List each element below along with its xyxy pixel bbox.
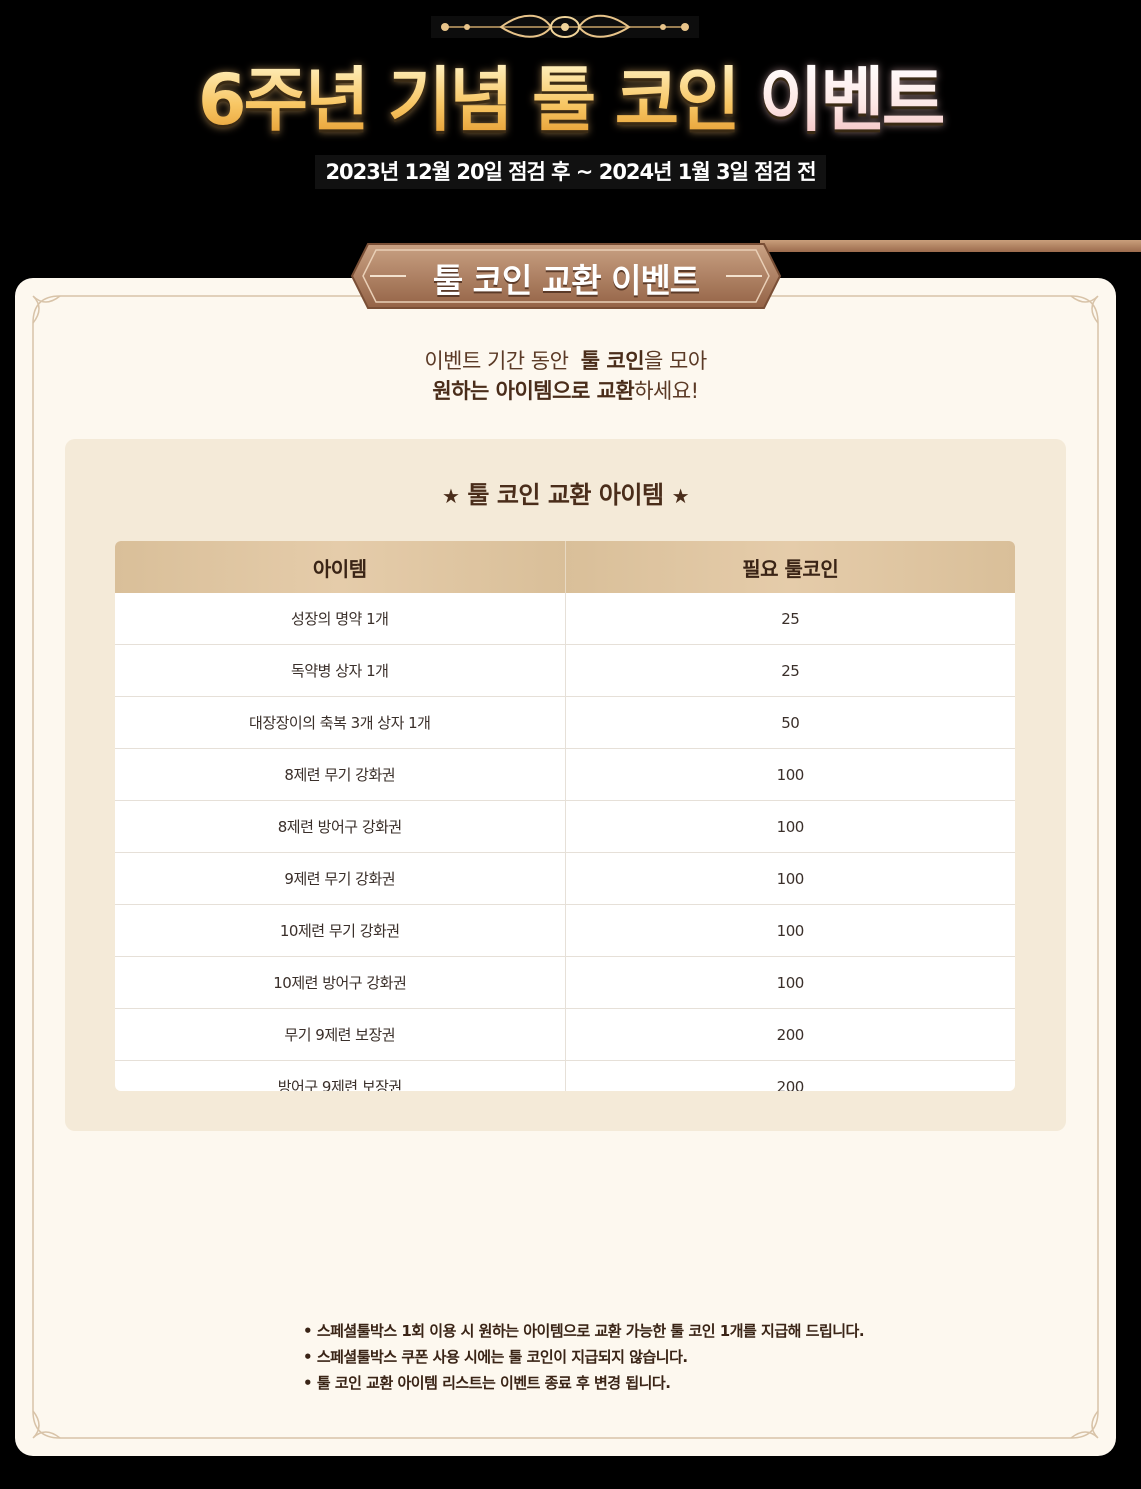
item-cell: 성장의 명약 1개 — [115, 593, 566, 645]
cost-cell: 100 — [565, 904, 1015, 957]
cost-cell: 25 — [565, 644, 1015, 697]
notice-item: 스페셜툴박스 1회 이용 시 원하는 아이템으로 교환 가능한 툴 코인 1개를… — [303, 1318, 865, 1344]
item-cell: 독약병 상자 1개 — [115, 644, 566, 697]
section-badge: 툴 코인 교환 이벤트 — [348, 240, 784, 312]
item-cell: 10제련 방어구 강화권 — [115, 956, 566, 1009]
notice-item: 스페셜툴박스 쿠폰 사용 시에는 툴 코인이 지급되지 않습니다. — [303, 1344, 864, 1370]
card-frame-decoration — [32, 295, 1099, 1439]
table-row: 대장장이의 축복 3개 상자 1개 50 — [115, 696, 1015, 749]
section-badge-label: 툴 코인 교환 이벤트 — [432, 261, 700, 300]
intro-text: 이벤트 기간 동안 툴 코인을 모아 원하는 아이템으로 교환하세요! — [15, 346, 1116, 406]
star-icon: ★ — [671, 484, 690, 508]
table-row: 8제련 무기 강화권 100 — [115, 748, 1015, 801]
event-period: 2023년 12월 20일 점검 후 ~ 2024년 1월 3일 점검 전 — [0, 155, 1141, 189]
event-period-text: 2023년 12월 20일 점검 후 ~ 2024년 1월 3일 점검 전 — [315, 155, 826, 189]
table-row: 8제련 방어구 강화권 100 — [115, 800, 1015, 853]
cost-cell: 25 — [781, 609, 800, 628]
item-cell: 9제련 무기 강화권 — [115, 852, 566, 905]
star-icon: ★ — [441, 484, 460, 508]
notice-list: 스페셜툴박스 1회 이용 시 원하는 아이템으로 교환 가능한 툴 코인 1개를… — [303, 1318, 865, 1396]
main-title: 6주년 기념 툴 코인 이벤트 — [0, 58, 1141, 142]
cost-cell: 100 — [565, 956, 1015, 1009]
panel-title-text: 툴 코인 교환 아이템 — [467, 481, 664, 509]
title-ornament — [431, 10, 699, 42]
cost-cell: 100 — [565, 748, 1015, 801]
item-cell: 방어구 9제련 보장권 — [115, 1060, 566, 1091]
item-cell: 10제련 무기 강화권 — [115, 904, 566, 957]
item-cell: 8제련 방어구 강화권 — [115, 800, 566, 853]
table-row: 10제련 무기 강화권 100 — [115, 904, 1015, 957]
cost-cell: 50 — [565, 696, 1015, 749]
intro-line1-bold: 툴 코인 — [580, 349, 645, 373]
exchange-panel: ★ 툴 코인 교환 아이템 ★ 아이템 필요 툴코인 성장의 명약 1개 25 독약병… — [65, 439, 1066, 1131]
table-row: 방어구 9제련 보장권 200 — [115, 1060, 1015, 1091]
main-title-gold: 6주년 기념 툴 코인 — [197, 59, 741, 141]
table-row: 10제련 방어구 강화권 100 — [115, 956, 1015, 1009]
notice-item: 툴 코인 교환 아이템 리스트는 이벤트 종료 후 변경 됩니다. — [303, 1370, 864, 1396]
badge-shape — [350, 243, 782, 309]
intro-line1-post: 을 모아 — [644, 349, 707, 373]
table-row: 9제련 무기 강화권 100 — [115, 852, 1015, 905]
cost-cell: 100 — [565, 800, 1015, 853]
exchange-table: 아이템 필요 툴코인 성장의 명약 1개 25 독약병 상자 1개 25 대장장이의… — [115, 541, 1015, 1091]
item-cell: 무기 9제련 보장권 — [115, 1008, 566, 1061]
cost-cell: 200 — [565, 1008, 1015, 1061]
cost-cell: 200 — [565, 1060, 1015, 1091]
panel-title: ★ 툴 코인 교환 아이템 ★ — [65, 475, 1066, 510]
column-header-item: 아이템 — [115, 541, 566, 593]
intro-line2-post: 하세요! — [634, 379, 699, 403]
intro-line1-pre: 이벤트 기간 동안 — [424, 349, 569, 373]
main-title-pink: 이벤트 — [758, 59, 946, 141]
item-cell: 대장장이의 축복 3개 상자 1개 — [115, 696, 566, 749]
column-header-cost: 필요 툴코인 — [565, 541, 1015, 593]
table-row: 무기 9제련 보장권 200 — [115, 1008, 1015, 1061]
ribbon-stripe — [760, 240, 1141, 252]
table-row: 독약병 상자 1개 25 — [115, 644, 1015, 697]
cost-cell: 100 — [565, 852, 1015, 905]
item-cell: 8제련 무기 강화권 — [115, 748, 566, 801]
event-card: 이벤트 기간 동안 툴 코인을 모아 원하는 아이템으로 교환하세요! ★ 툴 코… — [15, 278, 1116, 1456]
table-row: 성장의 명약 1개 25 — [115, 593, 1015, 645]
intro-line2-bold: 원하는 아이템으로 교환 — [432, 379, 635, 403]
